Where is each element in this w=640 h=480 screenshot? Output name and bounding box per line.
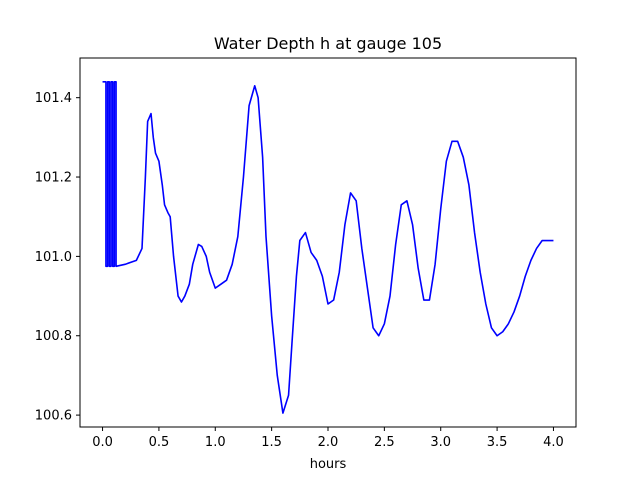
x-axis-label: hours <box>310 457 347 472</box>
y-tick-label: 101.4 <box>35 91 72 106</box>
x-tick-label: 1.0 <box>205 435 226 450</box>
y-tick-label: 101.2 <box>35 171 72 186</box>
x-tick-label: 3.5 <box>487 435 508 450</box>
x-tick-label: 2.0 <box>318 435 339 450</box>
y-tick-label: 100.8 <box>35 329 72 344</box>
x-tick-label: 2.5 <box>374 435 395 450</box>
x-tick-label: 0.5 <box>149 435 170 450</box>
y-tick-label: 101.0 <box>35 250 72 265</box>
x-tick-label: 3.0 <box>430 435 451 450</box>
chart-title: Water Depth h at gauge 105 <box>214 34 442 53</box>
x-tick-label: 4.0 <box>543 435 564 450</box>
x-tick-label: 1.5 <box>261 435 282 450</box>
y-axis: 100.6 100.8 101.0 101.2 101.4 <box>35 91 80 424</box>
series-line-0 <box>102 81 554 414</box>
y-tick-label: 100.6 <box>35 409 72 424</box>
x-axis: 0.0 0.5 1.0 1.5 2.0 2.5 3.0 3.5 4.0 <box>92 427 564 450</box>
plot-area <box>102 81 554 414</box>
x-tick-label: 0.0 <box>92 435 113 450</box>
